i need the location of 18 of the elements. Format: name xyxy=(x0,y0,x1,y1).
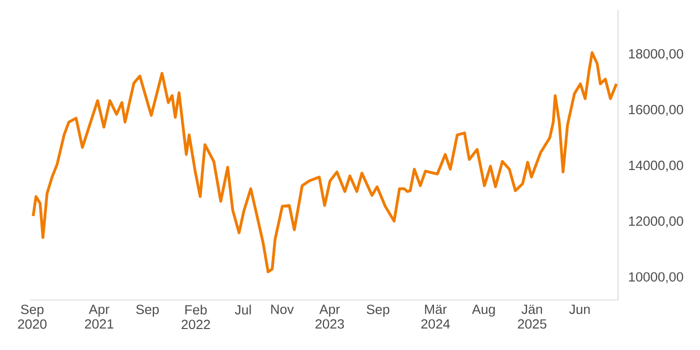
x-tick-label: Jun xyxy=(569,304,590,314)
x-tick-label: Aug xyxy=(472,304,495,317)
y-tick-label: 16000,00 xyxy=(629,104,684,116)
x-tick-label: Nov xyxy=(271,304,294,314)
y-tick-label: 18000,00 xyxy=(629,49,684,60)
x-tick-label: Apr 2023 xyxy=(316,304,344,329)
x-tick-label: Apr 2021 xyxy=(84,304,114,329)
x-tick-label: Mär 2024 xyxy=(421,304,450,329)
y-tick-label: 14000,00 xyxy=(629,160,684,172)
x-tick-label: Feb 2022 xyxy=(182,304,210,330)
y-tick-label: 10000,00 xyxy=(629,272,684,284)
line-series xyxy=(32,51,618,274)
x-tick-label: Jul xyxy=(234,304,251,314)
x-tick-label: Sep xyxy=(136,304,159,317)
x-tick-label: Sep 2020 xyxy=(18,304,47,329)
y-tick-label: 12000,00 xyxy=(629,216,684,228)
x-tick-label: Jän 2025 xyxy=(518,304,546,329)
x-tick-label: Sep xyxy=(366,304,390,317)
